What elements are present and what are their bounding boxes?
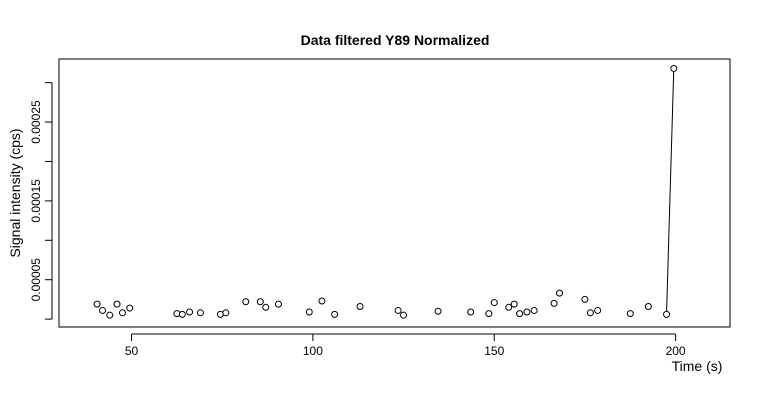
data-point (485, 310, 493, 318)
y-axis-label: Signal intensity (cps) (7, 128, 23, 257)
data-point (178, 310, 186, 318)
data-point (93, 300, 101, 308)
chart-title: Data filtered Y89 Normalized (301, 32, 490, 48)
data-point (550, 299, 558, 307)
data-point (394, 306, 402, 314)
data-point (256, 298, 264, 306)
data-point (467, 308, 475, 316)
data-point (516, 310, 524, 318)
x-tick-label: 150 (484, 344, 504, 358)
data-point (530, 306, 538, 314)
series-line-segment (666, 68, 675, 315)
data-point (400, 311, 408, 319)
data-point (274, 300, 282, 308)
data-point (434, 307, 442, 315)
x-tick-label: 50 (125, 344, 139, 358)
data-point (510, 300, 518, 308)
data-point (126, 304, 134, 312)
data-point (113, 300, 121, 308)
data-point (523, 308, 531, 316)
data-point (356, 303, 364, 311)
data-point (663, 310, 671, 318)
data-point (644, 303, 652, 311)
data-point (118, 309, 126, 317)
data-point (318, 297, 326, 305)
data-point (670, 64, 678, 72)
data-point (222, 309, 230, 317)
data-point (490, 299, 498, 307)
series-line (666, 68, 675, 315)
x-axis: 50 100 150 200 (125, 333, 686, 358)
data-point (626, 310, 634, 318)
data-point (242, 298, 250, 306)
data-point (99, 306, 107, 314)
y-tick-label: 0.00015 (29, 179, 43, 223)
x-tick-label: 100 (303, 344, 323, 358)
data-points (93, 64, 678, 319)
data-point (556, 289, 564, 297)
data-point (331, 310, 339, 318)
data-point (305, 308, 313, 316)
y-tick-label: 0.00005 (29, 258, 43, 302)
x-tick-label: 200 (666, 344, 686, 358)
data-point (196, 309, 204, 317)
data-point (594, 306, 602, 314)
data-point (581, 295, 589, 303)
data-point (186, 308, 194, 316)
data-point (262, 303, 270, 311)
plot-frame (58, 58, 731, 328)
y-tick-label: 0.00025 (29, 100, 43, 144)
data-point (505, 303, 513, 311)
x-axis-label: Time (s) (672, 358, 723, 374)
data-point (106, 311, 114, 319)
y-axis: 0.00005 0.00015 0.00025 (29, 82, 53, 320)
data-point (586, 309, 594, 317)
